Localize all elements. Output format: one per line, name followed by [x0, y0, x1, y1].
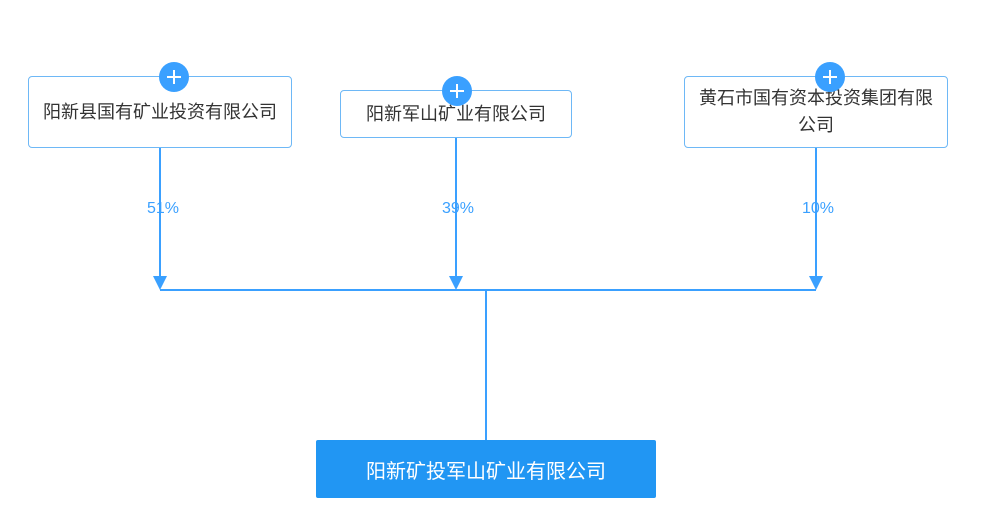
edge-label-1: 51% [145, 200, 181, 218]
parent-node-2[interactable]: 阳新军山矿业有限公司 [340, 90, 572, 138]
child-node[interactable]: 阳新矿投军山矿业有限公司 [316, 440, 656, 498]
expand-icon[interactable] [442, 76, 472, 106]
child-node-label: 阳新矿投军山矿业有限公司 [366, 455, 606, 484]
edge-label-3: 10% [800, 200, 836, 218]
parent-node-3-label: 黄石市国有资本投资集团有限公司 [697, 85, 935, 139]
edge-label-2: 39% [440, 200, 476, 218]
parent-node-1[interactable]: 阳新县国有矿业投资有限公司 [28, 76, 292, 148]
parent-node-3[interactable]: 黄石市国有资本投资集团有限公司 [684, 76, 948, 148]
expand-icon[interactable] [815, 62, 845, 92]
parent-node-1-label: 阳新县国有矿业投资有限公司 [43, 99, 277, 126]
expand-icon[interactable] [159, 62, 189, 92]
ownership-diagram: 阳新县国有矿业投资有限公司 阳新军山矿业有限公司 黄石市国有资本投资集团有限公司… [0, 0, 1006, 524]
